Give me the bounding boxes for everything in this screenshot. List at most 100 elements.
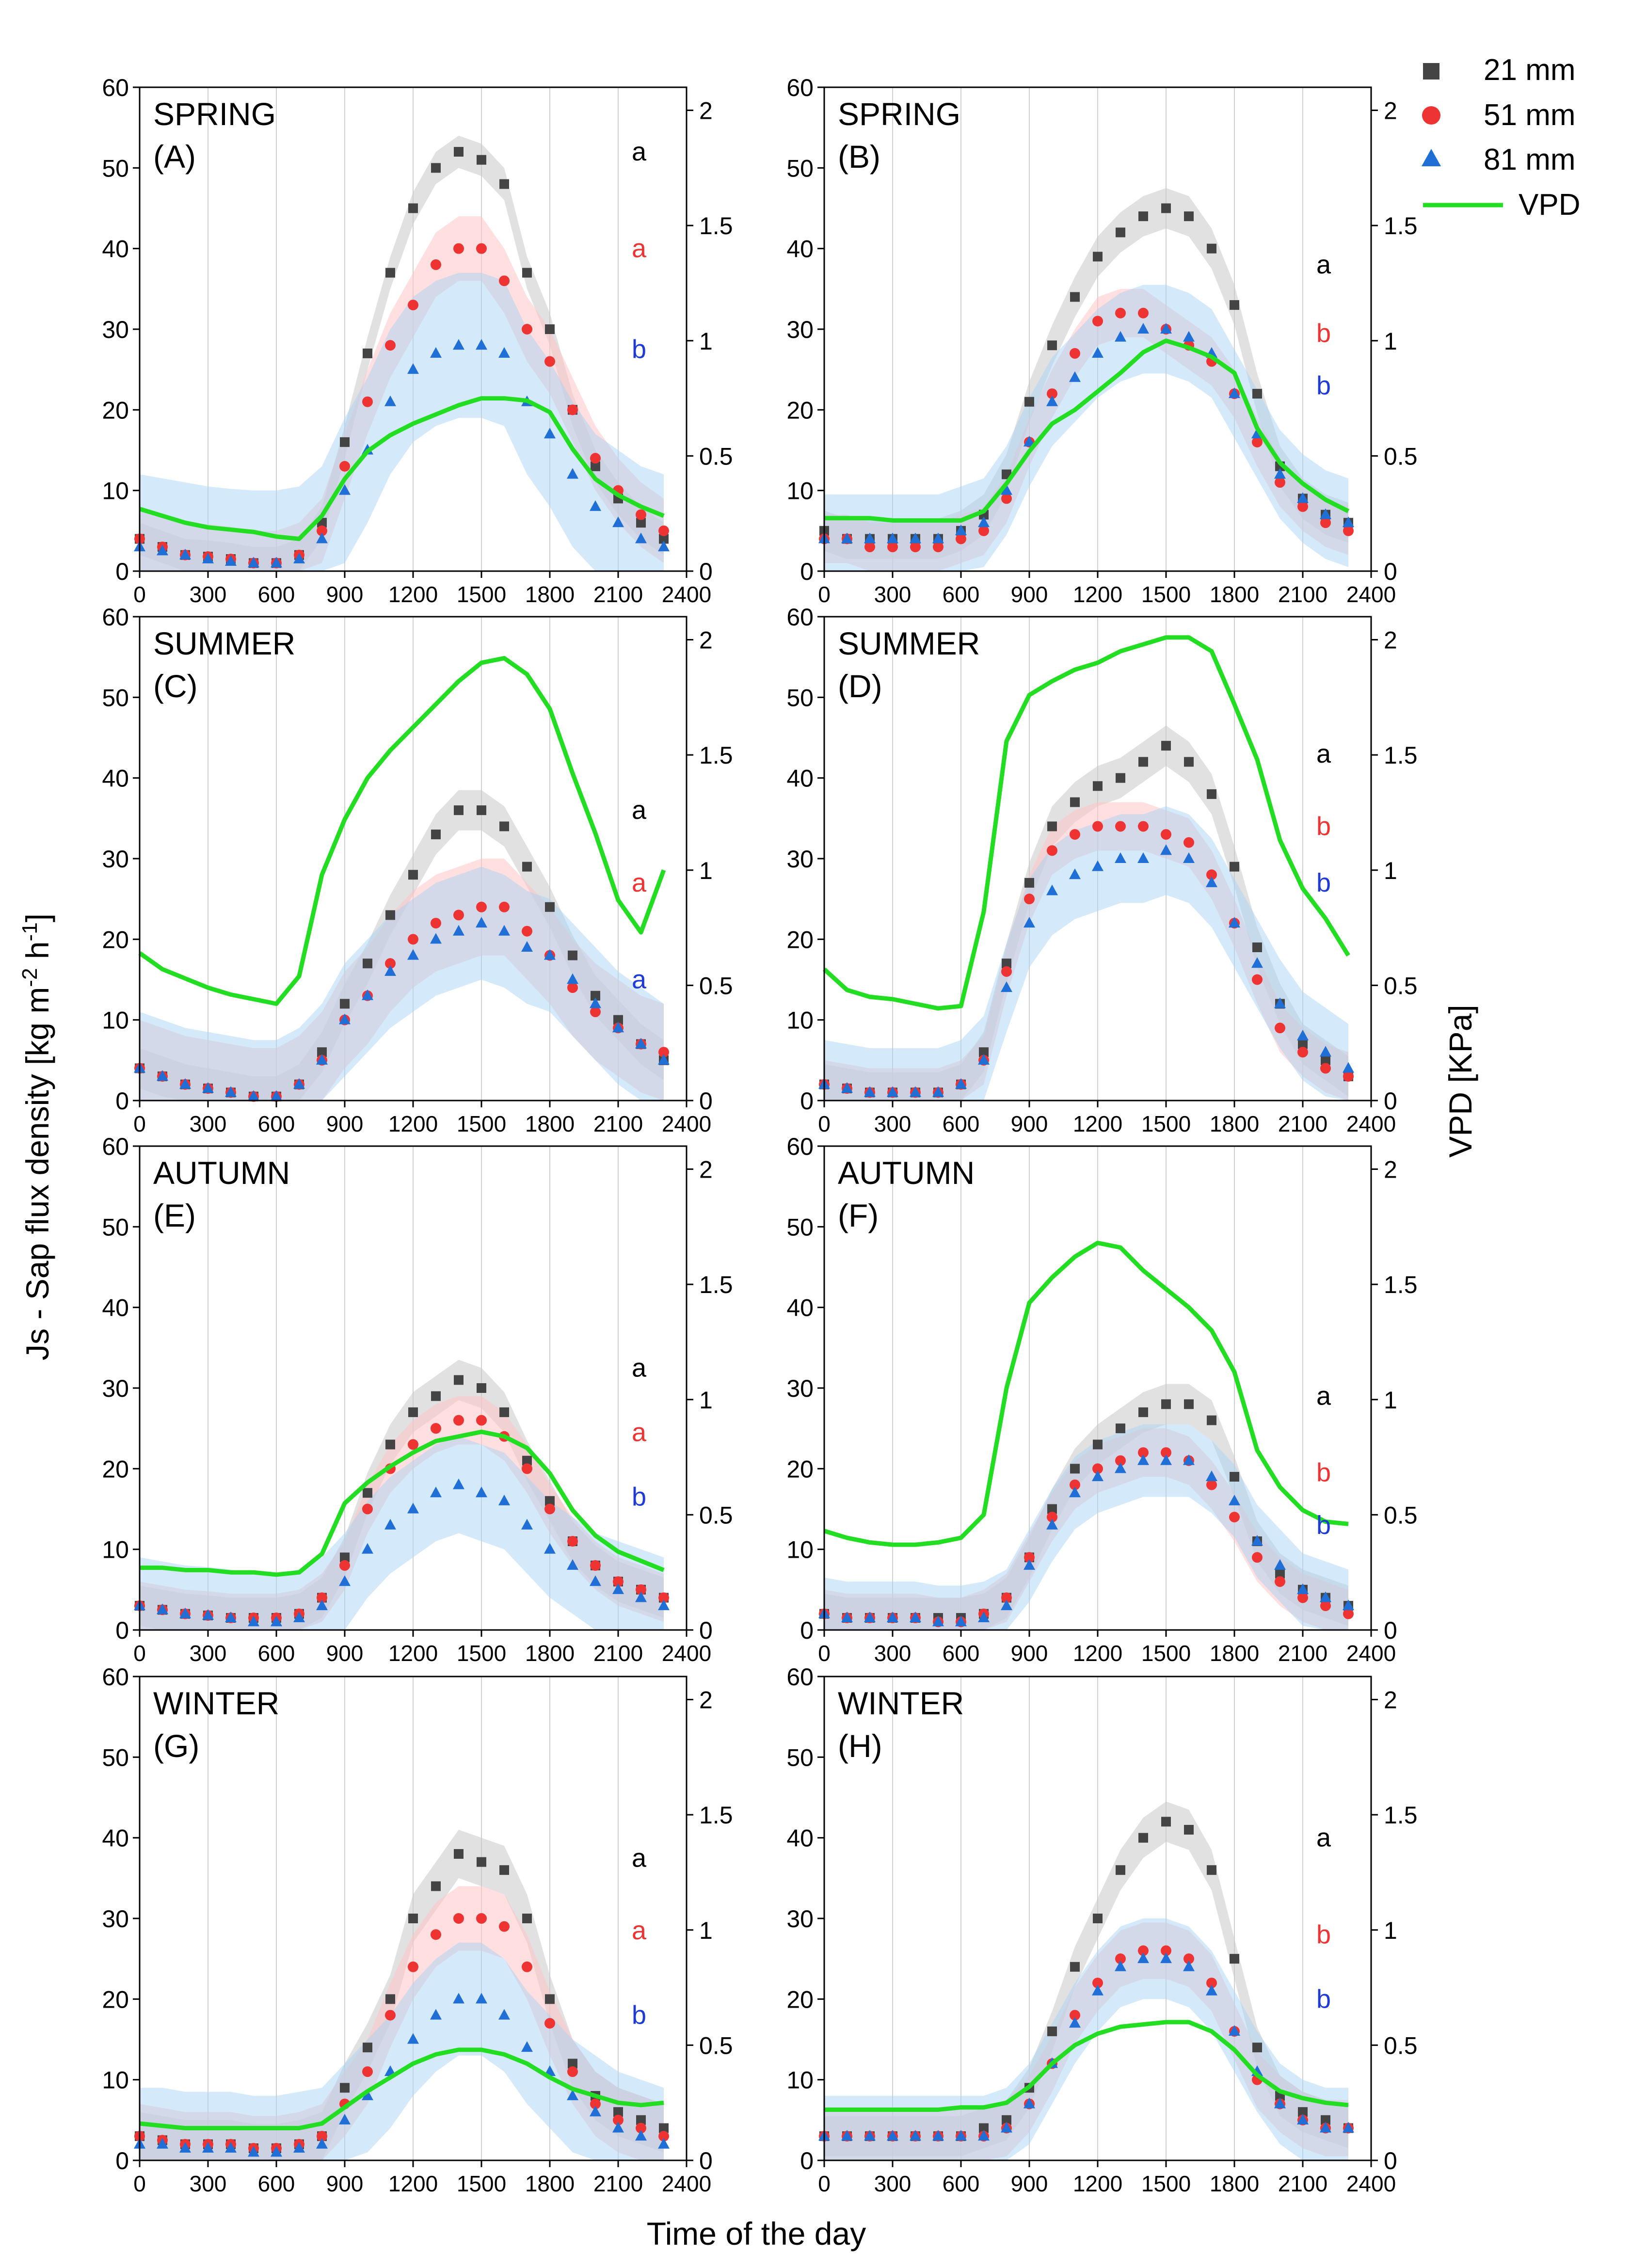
x-tick-label: 1500	[1141, 1111, 1191, 1136]
data-point	[1115, 307, 1126, 319]
data-point	[1343, 1071, 1354, 1082]
data-point	[408, 870, 418, 880]
significance-letter: b	[1316, 1920, 1331, 1949]
data-point	[1183, 852, 1195, 863]
data-point	[635, 1038, 647, 1049]
data-point	[1161, 741, 1171, 751]
data-point	[1184, 1399, 1194, 1409]
data-point	[522, 1961, 532, 1972]
significance-letter: b	[632, 2001, 646, 2030]
legend-item-21mm: 21 mm	[1423, 53, 1575, 87]
significance-letter: b	[1316, 319, 1331, 348]
y-tick-label: 30	[102, 1375, 129, 1402]
data-point	[1093, 781, 1103, 791]
confidence-band-21mm	[824, 188, 1348, 559]
data-point	[454, 805, 464, 815]
data-point	[1023, 435, 1035, 447]
y-tick-label: 60	[102, 604, 129, 631]
data-point	[339, 1013, 351, 1024]
data-point	[293, 1612, 305, 1623]
data-point	[1046, 395, 1058, 406]
data-point	[612, 2122, 624, 2133]
x-tick-label: 300	[190, 1641, 227, 1666]
data-point	[1092, 821, 1103, 832]
data-point	[1320, 2122, 1331, 2133]
y-tick-label: 0	[115, 1617, 129, 1644]
x-tick-label: 1500	[457, 2171, 506, 2196]
y2-tick-label: 1.5	[699, 212, 733, 240]
significance-letter: a	[632, 1353, 647, 1382]
significance-letter: b	[1316, 371, 1331, 400]
x-tick-label: 900	[1011, 582, 1048, 607]
data-point	[431, 1929, 441, 1940]
data-point	[1092, 1463, 1103, 1474]
y-tick-label: 60	[786, 1133, 814, 1160]
data-point	[521, 2041, 533, 2052]
data-point	[453, 243, 464, 254]
x-tick-label: 2100	[593, 1641, 643, 1666]
data-point	[1297, 492, 1309, 503]
data-point	[522, 1463, 532, 1474]
data-point	[1138, 1407, 1148, 1417]
y-tick-label: 20	[786, 1986, 814, 2013]
data-point	[613, 1576, 624, 1587]
data-point	[522, 324, 532, 335]
panel-tag: (D)	[838, 668, 882, 704]
y2-tick-label: 0.5	[699, 2032, 733, 2059]
data-point	[1207, 789, 1216, 799]
data-point	[635, 532, 647, 543]
x-tick-label: 2100	[593, 582, 643, 607]
data-point	[1160, 1952, 1172, 1964]
data-point	[498, 1494, 510, 1505]
y-tick-label: 30	[786, 1375, 814, 1402]
data-point	[567, 404, 578, 415]
data-point	[1001, 493, 1012, 504]
legend-label-vpd: VPD	[1519, 188, 1580, 222]
y-tick-label: 10	[786, 1007, 814, 1034]
data-point	[978, 2130, 990, 2141]
x-tick-label: 300	[190, 582, 227, 607]
confidence-band-21mm	[824, 725, 1348, 1101]
data-point	[864, 1612, 876, 1623]
legend-item-vpd: VPD	[1423, 188, 1580, 222]
significance-letter: b	[632, 1483, 646, 1512]
panel-tag: (B)	[838, 139, 880, 175]
data-point	[1047, 1504, 1057, 1514]
data-point	[202, 2142, 214, 2153]
data-point	[1297, 1592, 1308, 1603]
data-point	[454, 1849, 464, 1859]
y2-tick-label: 1	[1384, 857, 1397, 884]
legend-square-marker	[1423, 63, 1439, 80]
x-tick-label: 600	[258, 1111, 295, 1136]
y-tick-label: 40	[786, 1825, 814, 1852]
legend-triangle-marker	[1422, 149, 1441, 166]
data-point	[1001, 1592, 1012, 1603]
data-point	[522, 1455, 532, 1466]
data-point	[385, 340, 396, 351]
y-tick-label: 10	[102, 2067, 129, 2094]
y-tick-label: 40	[786, 236, 814, 263]
data-point	[933, 542, 943, 553]
data-point	[202, 1082, 214, 1093]
data-point	[1116, 1865, 1125, 1875]
data-point	[363, 2043, 372, 2053]
panel-tag: (A)	[153, 139, 196, 175]
y-tick-label: 50	[102, 155, 129, 182]
legend-item-51mm: 51 mm	[1422, 98, 1575, 132]
vpd-line	[138, 656, 666, 1006]
data-point	[499, 179, 509, 189]
data-point	[1115, 852, 1126, 863]
data-point	[887, 532, 898, 543]
significance-letter: a	[632, 137, 647, 166]
data-point	[1047, 821, 1057, 831]
data-point	[1138, 1447, 1149, 1458]
data-point	[544, 1503, 555, 1515]
x-tick-label: 1200	[388, 582, 438, 607]
data-point	[1206, 1978, 1217, 1989]
y-tick-label: 40	[102, 1825, 129, 1852]
y2-tick-label: 0.5	[699, 1501, 733, 1529]
data-point	[1024, 894, 1035, 905]
data-point	[384, 965, 396, 976]
y2-tick-label: 2	[1384, 627, 1397, 654]
